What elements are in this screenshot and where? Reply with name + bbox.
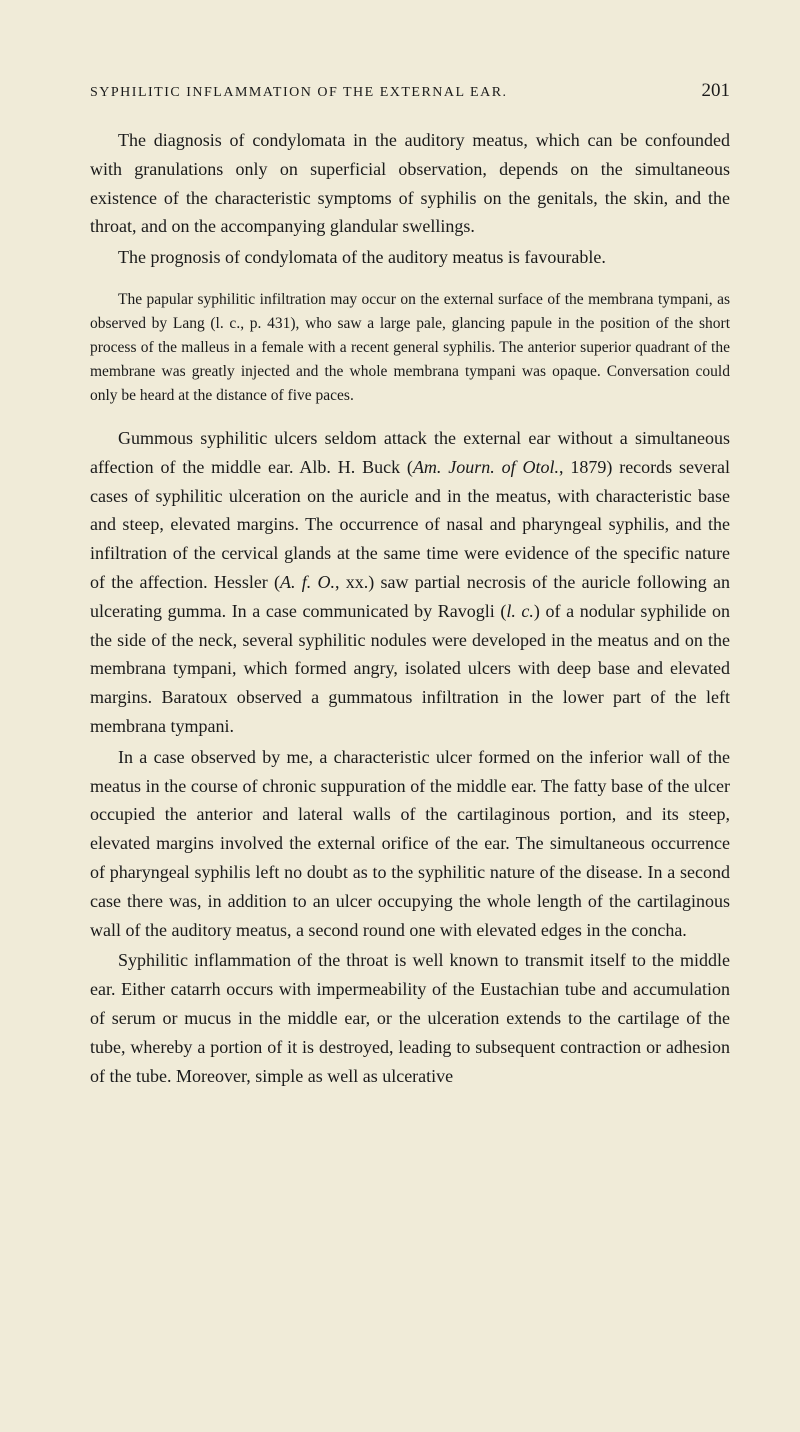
paragraph-2: The prognosis of condylomata of the audi… [90, 243, 730, 272]
page-container: SYPHILITIC INFLAMMATION OF THE EXTERNAL … [0, 0, 800, 1152]
paragraph-6: Syphilitic inflammation of the throat is… [90, 946, 730, 1090]
p4-italic-1: Am. Journ. of Otol. [413, 457, 559, 477]
paragraph-3-small: The papular syphilitic infiltration may … [90, 288, 730, 408]
p4-italic-2: A. f. O. [280, 572, 335, 592]
page-header: SYPHILITIC INFLAMMATION OF THE EXTERNAL … [90, 80, 730, 102]
paragraph-1: The diagnosis of condylomata in the audi… [90, 126, 730, 241]
p4-text-4: ) of a nodular syphilide on the side of … [90, 601, 730, 736]
page-number: 201 [702, 80, 731, 102]
p4-italic-3: l. c. [506, 601, 534, 621]
paragraph-4: Gummous syphilitic ulcers seldom attack … [90, 424, 730, 741]
paragraph-5: In a case observed by me, a characterist… [90, 743, 730, 945]
running-head: SYPHILITIC INFLAMMATION OF THE EXTERNAL … [90, 85, 508, 101]
